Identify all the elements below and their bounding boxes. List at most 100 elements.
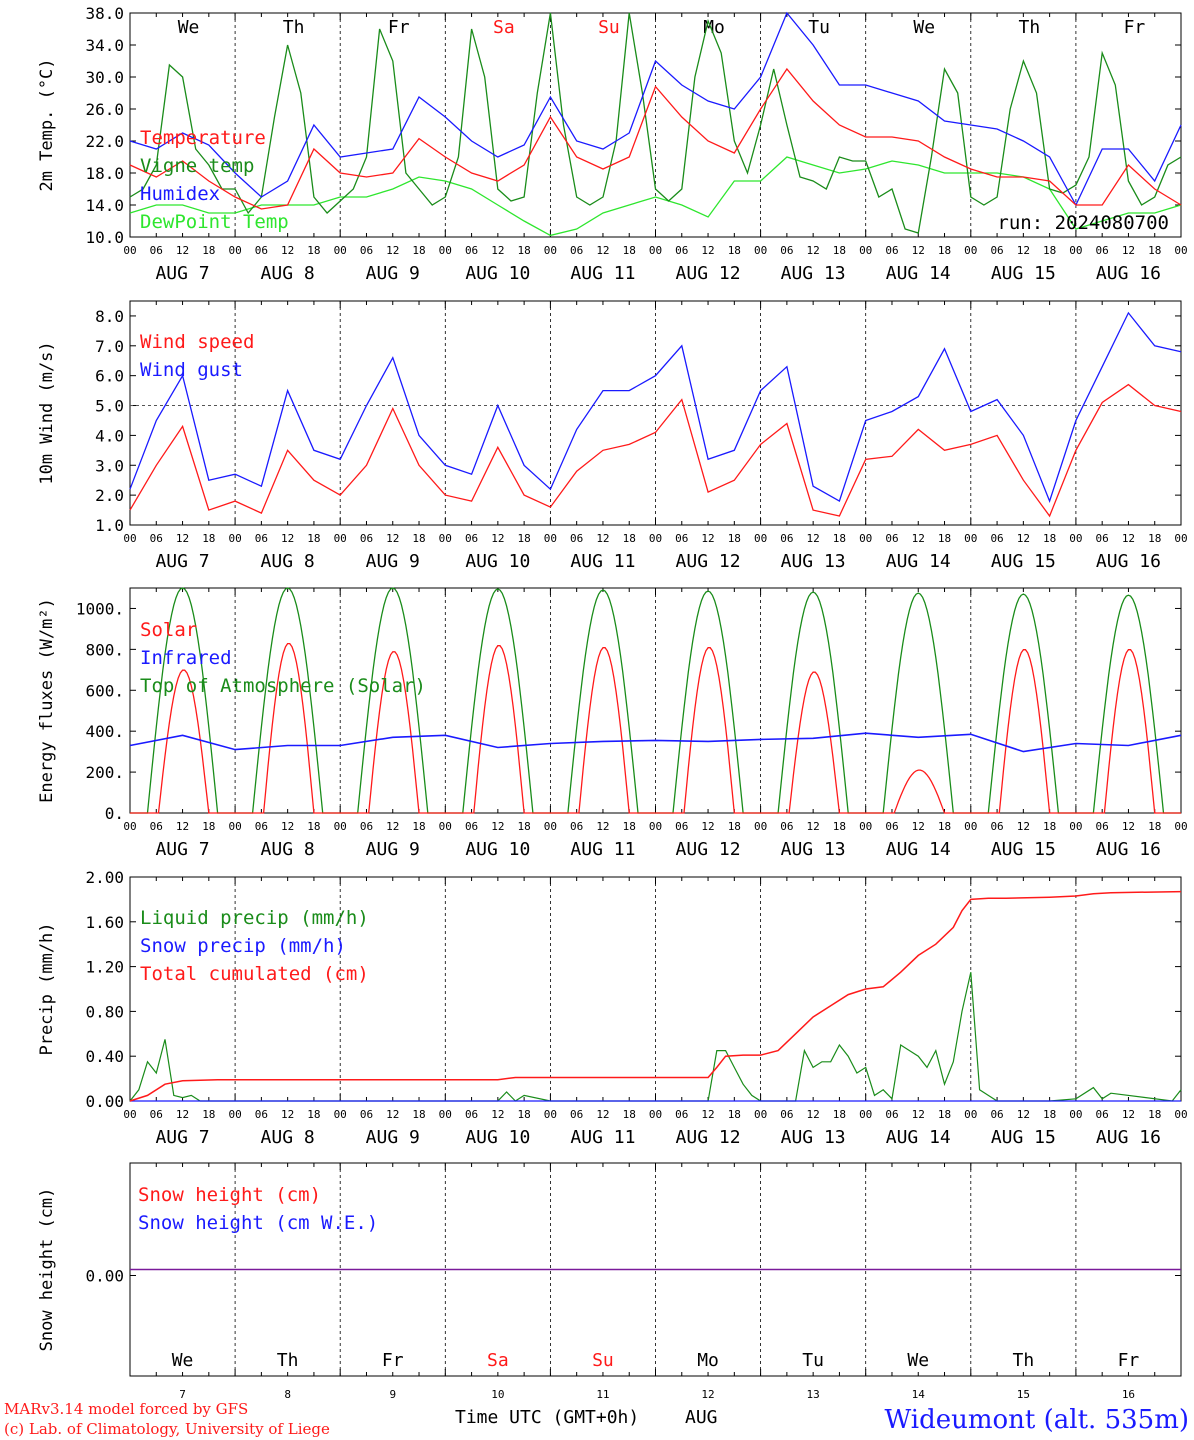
day-label: AUG 10 (465, 551, 530, 572)
hour-tick-label: 18 (833, 820, 846, 833)
hour-tick-label: 06 (990, 244, 1003, 257)
hour-tick-label: 12 (281, 820, 294, 833)
hour-tick-label: 00 (649, 820, 662, 833)
hour-tick-label: 12 (807, 532, 820, 545)
hour-tick-label: 12 (807, 1108, 820, 1121)
series-wind-gust (129, 311, 1182, 504)
hour-tick-label: 00 (544, 532, 557, 545)
y-tick-label: 26.0 (85, 100, 124, 119)
hour-tick-label: 00 (439, 244, 452, 257)
hour-tick-label: 18 (728, 244, 741, 257)
hour-tick-label: 00 (859, 244, 872, 257)
hour-tick-label: 00 (439, 820, 452, 833)
day-label: AUG 9 (366, 1127, 420, 1148)
hour-tick-label: 18 (728, 532, 741, 545)
hour-tick-label: 06 (675, 820, 688, 833)
y-tick-label: 30.0 (85, 68, 124, 87)
day-label: AUG 9 (366, 839, 420, 860)
bottom-day-number: 11 (596, 1388, 609, 1401)
day-label: AUG 8 (261, 263, 315, 284)
legend-entry: Wind gust (140, 359, 243, 381)
footer-credit-2: (c) Lab. of Climatology, University of L… (4, 1420, 330, 1438)
day-label: AUG 12 (676, 839, 741, 860)
legend-entry: Solar (140, 619, 197, 641)
hour-tick-label: 00 (334, 1108, 347, 1121)
bottom-day-number: 7 (179, 1388, 186, 1401)
bottom-day-number: 10 (491, 1388, 504, 1401)
day-label: AUG 13 (781, 839, 846, 860)
hour-tick-label: 18 (1043, 244, 1056, 257)
weekday-label: We (913, 17, 935, 38)
hour-tick-label: 06 (150, 244, 163, 257)
hour-tick-label: 18 (1148, 820, 1161, 833)
legend-entry: Infrared (140, 647, 232, 669)
hour-tick-label: 18 (833, 1108, 846, 1121)
hour-tick-label: 00 (964, 532, 977, 545)
hour-tick-label: 18 (938, 1108, 951, 1121)
hour-tick-label: 00 (228, 532, 241, 545)
hour-tick-label: 06 (150, 532, 163, 545)
day-label: AUG 7 (155, 839, 209, 860)
day-label: AUG 9 (366, 263, 420, 284)
hour-tick-label: 18 (412, 820, 425, 833)
y-tick-label: 34.0 (85, 36, 124, 55)
weekday-label: Fr (1124, 17, 1146, 38)
hour-tick-label: 06 (1096, 820, 1109, 833)
day-label: AUG 9 (366, 551, 420, 572)
weekday-label: Su (598, 17, 620, 38)
bottom-day-number: 13 (807, 1388, 820, 1401)
hour-tick-label: 00 (439, 1108, 452, 1121)
weekday-label: Fr (388, 17, 410, 38)
weekday-label: Th (277, 1350, 299, 1371)
hour-tick-label: 12 (491, 532, 504, 545)
hour-tick-label: 12 (281, 532, 294, 545)
hour-tick-label: 18 (623, 244, 636, 257)
hour-tick-label: 12 (176, 244, 189, 257)
day-label: AUG 8 (261, 551, 315, 572)
hour-tick-label: 18 (1148, 244, 1161, 257)
day-label: AUG 16 (1096, 551, 1161, 572)
hour-tick-label: 06 (465, 820, 478, 833)
hour-tick-label: 06 (570, 532, 583, 545)
hour-tick-label: 06 (570, 244, 583, 257)
legend-entry: Snow precip (mm/h) (140, 935, 346, 957)
legend-entry: Wind speed (140, 331, 254, 353)
hour-tick-label: 12 (596, 820, 609, 833)
hour-tick-label: 06 (360, 532, 373, 545)
panel-3 (129, 587, 1182, 814)
legend-entry: Humidex (140, 183, 220, 205)
panel-frame (129, 300, 1182, 526)
station-title: Wideumont (alt. 535m) (885, 1405, 1189, 1435)
hour-tick-label: 18 (833, 244, 846, 257)
hour-tick-label: 18 (202, 820, 215, 833)
day-label: AUG 15 (991, 551, 1056, 572)
hour-tick-label: 18 (412, 1108, 425, 1121)
legend-entry: DewPoint Temp (140, 211, 289, 233)
legend-entry: Snow height (cm W.E.) (138, 1212, 378, 1234)
hour-tick-label: 12 (912, 532, 925, 545)
hour-tick-label: 00 (228, 1108, 241, 1121)
hour-tick-label: 00 (123, 820, 136, 833)
y-tick-label: 10.0 (85, 228, 124, 247)
hour-tick-label: 12 (281, 244, 294, 257)
bottom-day-number: 8 (284, 1388, 291, 1401)
hour-tick-label: 12 (386, 244, 399, 257)
series-vigne-temp (129, 12, 1182, 234)
day-label: AUG 14 (886, 551, 951, 572)
hour-tick-label: 12 (386, 532, 399, 545)
y-tick-label: 18.0 (85, 164, 124, 183)
hour-tick-label: 06 (1096, 1108, 1109, 1121)
day-label: AUG 14 (886, 1127, 951, 1148)
hour-tick-label: 12 (701, 820, 714, 833)
hour-tick-label: 12 (596, 244, 609, 257)
y-axis-label: 2m Temp. (°C) (37, 58, 57, 191)
series-wind-speed (129, 383, 1182, 518)
hour-tick-label: 00 (1069, 244, 1082, 257)
hour-tick-label: 12 (1122, 244, 1135, 257)
hour-tick-label: 18 (518, 1108, 531, 1121)
hour-tick-label: 00 (754, 244, 767, 257)
hour-tick-label: 00 (859, 820, 872, 833)
y-tick-label: 22.0 (85, 132, 124, 151)
weekday-label: Sa (493, 17, 515, 38)
day-label: AUG 16 (1096, 263, 1161, 284)
